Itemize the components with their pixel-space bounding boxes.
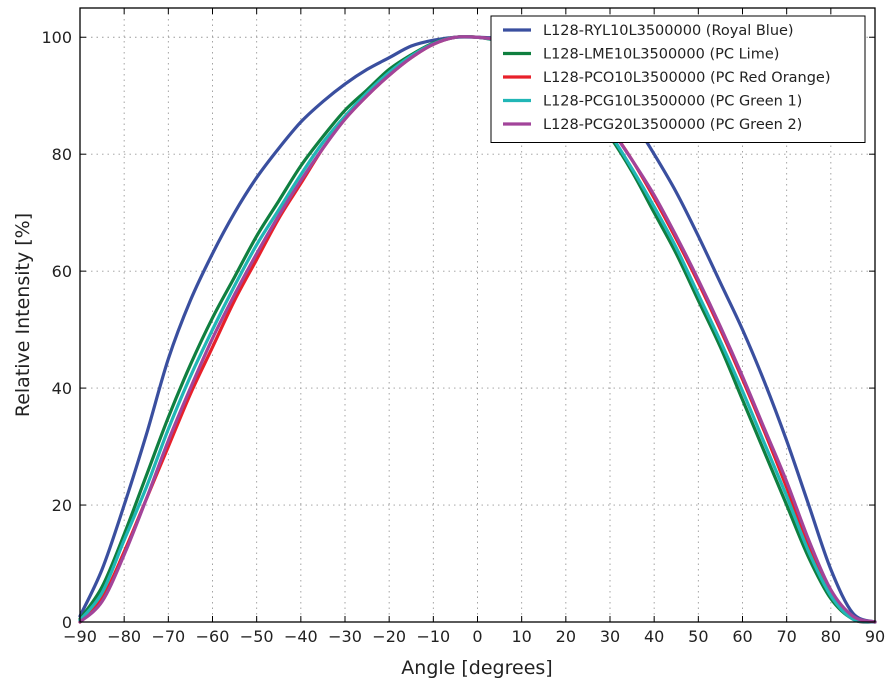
x-tick-label: 70: [776, 627, 796, 646]
x-tick-label: 20: [556, 627, 576, 646]
y-tick-labels: 0 20 40 60 80 100: [41, 28, 72, 632]
y-tick-label: 20: [52, 496, 72, 515]
x-tick-label: −30: [328, 627, 362, 646]
legend-label: L128-PCG20L3500000 (PC Green 2): [543, 117, 802, 133]
x-axis-label: Angle [degrees]: [401, 657, 552, 679]
series-line-5: [78, 34, 877, 624]
x-tick-labels: −90 −80 −70 −60 −50 −40 −30 −20 −10 0 10 20 30 40 50 60…: [63, 627, 885, 646]
x-tick-label: −20: [372, 627, 406, 646]
legend-label: L128-RYL10L3500000 (Royal Blue): [543, 23, 794, 39]
x-tick-label: 40: [644, 627, 664, 646]
y-tick-label: 60: [52, 262, 72, 281]
y-tick-label: 80: [52, 145, 72, 164]
y-tick-label: 40: [52, 379, 72, 398]
x-tick-label: 90: [865, 627, 885, 646]
series-lines: [78, 34, 877, 624]
y-tick-label: 0: [62, 613, 72, 632]
axis-ticks: [79, 8, 876, 623]
x-tick-label: 0: [472, 627, 482, 646]
x-tick-label: −80: [107, 627, 141, 646]
x-tick-label: 10: [511, 627, 531, 646]
x-tick-label: −70: [151, 627, 185, 646]
legend-label: L128-PCG10L3500000 (PC Green 1): [543, 94, 802, 110]
x-tick-label: −50: [240, 627, 274, 646]
y-tick-label: 100: [41, 28, 72, 47]
x-tick-label: 80: [821, 627, 841, 646]
x-tick-label: 50: [688, 627, 708, 646]
x-tick-label: 60: [732, 627, 752, 646]
x-tick-label: −10: [416, 627, 450, 646]
y-axis-label: Relative Intensity [%]: [12, 213, 34, 417]
x-tick-label: −40: [284, 627, 318, 646]
legend-label: L128-LME10L3500000 (PC Lime): [543, 47, 779, 63]
legend-label: L128-PCO10L3500000 (PC Red Orange): [543, 70, 831, 86]
legend: L128-RYL10L3500000 (Royal Blue) L128-LME1…: [490, 15, 866, 143]
x-tick-label: 30: [600, 627, 620, 646]
grid: [80, 8, 875, 622]
x-tick-label: −60: [196, 627, 230, 646]
x-tick-label: −90: [63, 627, 97, 646]
legend-box: [490, 15, 866, 143]
